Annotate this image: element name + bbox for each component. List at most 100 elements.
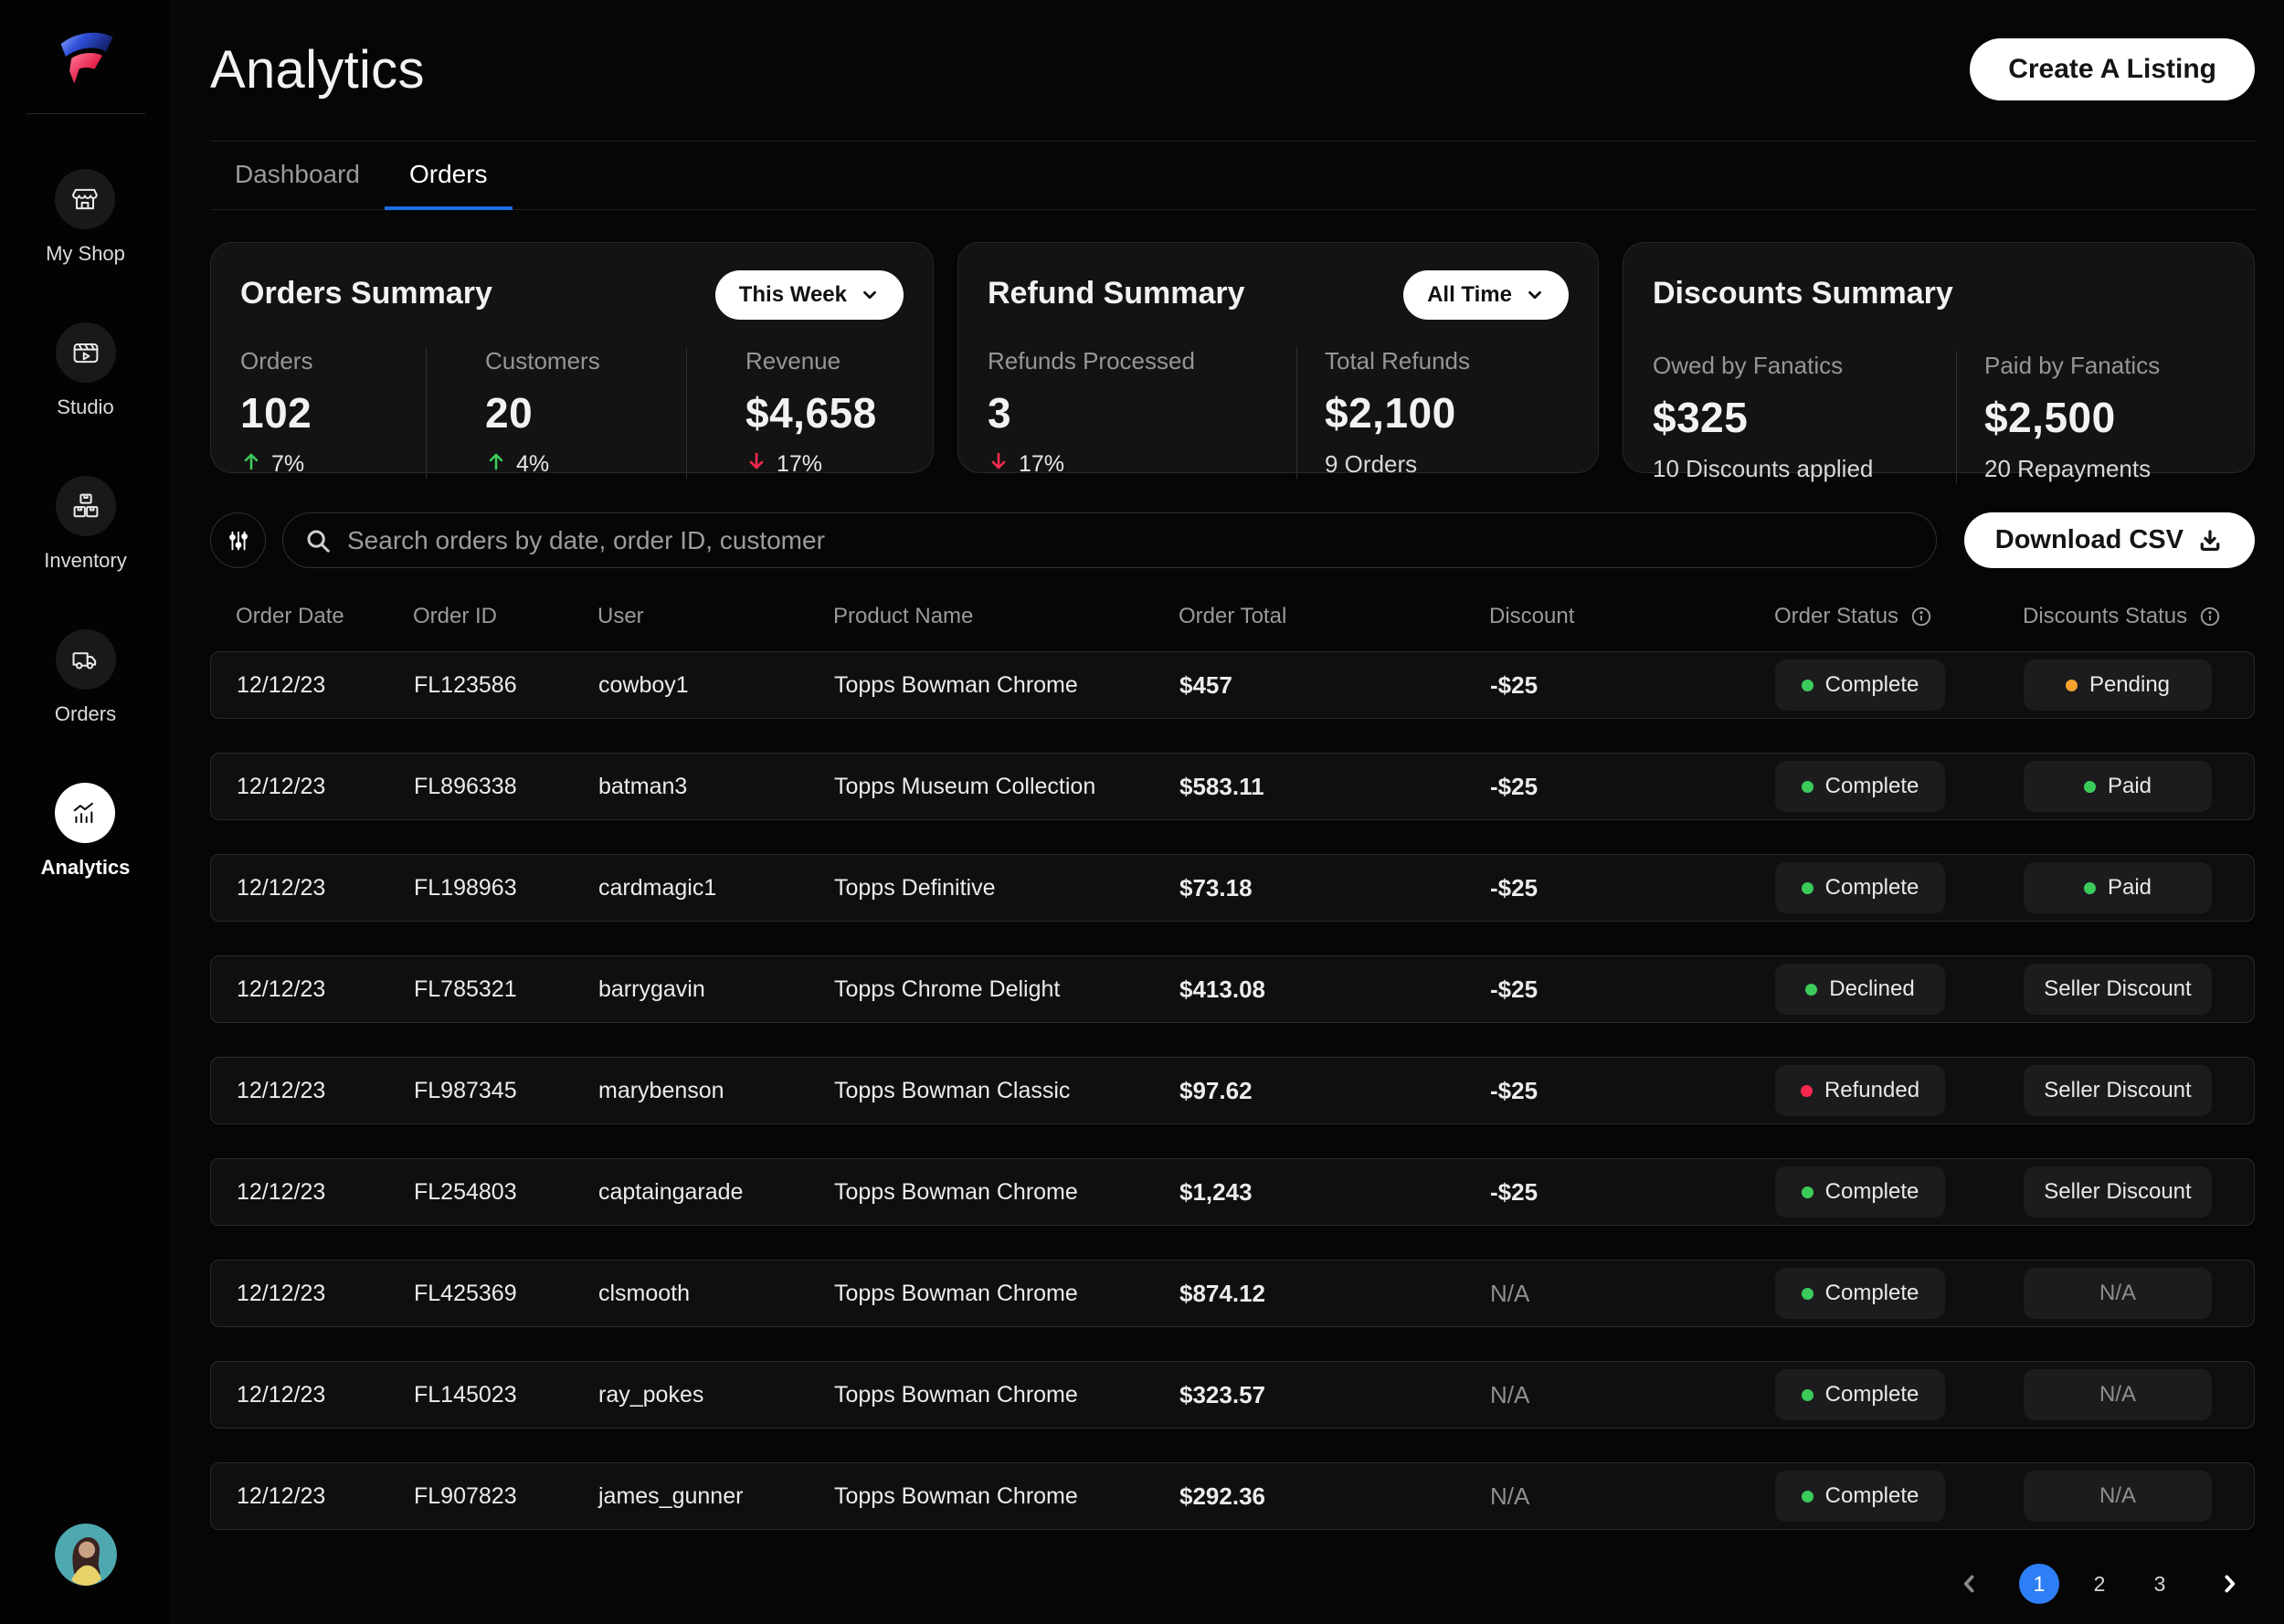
discount-status-badge: Pending	[2024, 659, 2212, 711]
cell-order-id: FL254803	[414, 1178, 517, 1205]
cell-order-date: 12/12/23	[237, 874, 326, 901]
next-page-button[interactable]	[2211, 1566, 2247, 1602]
status-dot	[1801, 1490, 1813, 1503]
cell-order-date: 12/12/23	[237, 773, 326, 799]
cell-user: captaingarade	[598, 1178, 744, 1205]
cell-product-name: Topps Chrome Delight	[834, 975, 1061, 1002]
trend-up-icon	[489, 453, 503, 470]
cell-user: batman3	[598, 773, 688, 799]
cell-order-date: 12/12/23	[237, 1280, 326, 1306]
inventory-icon	[73, 493, 98, 518]
col-order-status: Order Status	[1774, 604, 2023, 629]
table-row[interactable]: 12/12/23 FL785321 barrygavin Topps Chrome D…	[210, 955, 2255, 1023]
status-dot	[2083, 881, 2096, 894]
table-row[interactable]: 12/12/23 FL896338 batman3 Topps Museum Coll…	[210, 753, 2255, 820]
tab-orders[interactable]: Orders	[384, 142, 513, 210]
filter-button[interactable]	[210, 512, 266, 568]
sidebar-item-label: My Shop	[46, 242, 125, 265]
col-order-total: Order Total	[1179, 604, 1287, 628]
table-row[interactable]: 12/12/23 FL425369 clsmooth Topps Bowman Chr…	[210, 1260, 2255, 1327]
table-row[interactable]: 12/12/23 FL907823 james_gunner Topps Bowman…	[210, 1462, 2255, 1530]
info-icon[interactable]	[2198, 605, 2222, 628]
page-title: Analytics	[210, 39, 425, 100]
status-dot	[2065, 679, 2078, 691]
cell-discount: -$25	[1490, 772, 1539, 800]
status-dot	[1801, 881, 1813, 894]
card-title: Refund Summary	[988, 276, 1245, 311]
cell-user: marybenson	[598, 1077, 724, 1103]
status-dot	[1801, 1186, 1813, 1198]
sidebar-nav: My Shop Studio Inventory Orders Analytics	[0, 169, 171, 936]
cell-discount: -$25	[1490, 1177, 1539, 1206]
order-status-badge: Complete	[1775, 1166, 1945, 1218]
table-row[interactable]: 12/12/23 FL145023 ray_pokes Topps Bowman Ch…	[210, 1361, 2255, 1429]
cell-order-date: 12/12/23	[237, 1482, 326, 1509]
page-1-button[interactable]: 1	[2019, 1564, 2059, 1604]
page-2-button[interactable]: 2	[2079, 1564, 2120, 1604]
cell-order-date: 12/12/23	[237, 1077, 326, 1103]
table-header: Order Date Order ID User Product Name Or…	[210, 596, 2255, 638]
sidebar-item-orders[interactable]: Orders	[55, 629, 116, 726]
cell-order-date: 12/12/23	[237, 975, 326, 1002]
cell-product-name: Topps Bowman Chrome	[834, 1482, 1078, 1509]
sidebar-item-inventory[interactable]: Inventory	[44, 476, 127, 573]
metric-revenue: Revenue $4,658 17%	[686, 347, 904, 479]
discount-status-badge: Seller Discount	[2024, 964, 2212, 1015]
filter-sliders-icon	[228, 531, 248, 550]
sidebar-item-my-shop[interactable]: My Shop	[46, 169, 125, 266]
cell-order-total: $1,243	[1179, 1177, 1253, 1206]
sidebar-item-analytics[interactable]: Analytics	[41, 783, 130, 880]
create-listing-button[interactable]: Create A Listing	[1970, 38, 2255, 100]
order-status-badge: Complete	[1775, 761, 1945, 812]
order-status-badge: Complete	[1775, 1369, 1945, 1420]
period-select-all-time[interactable]: All Time	[1403, 270, 1569, 320]
cell-order-total: $323.57	[1179, 1380, 1265, 1408]
status-dot	[1801, 679, 1813, 691]
col-user: User	[597, 604, 644, 628]
order-status-badge: Refunded	[1775, 1065, 1945, 1116]
discount-status-badge: N/A	[2024, 1369, 2212, 1420]
orders-table-body: 12/12/23 FL123586 cowboy1 Topps Bowman Chro…	[210, 651, 2255, 1530]
col-order-id: Order ID	[413, 604, 498, 628]
cell-order-id: FL987345	[414, 1077, 517, 1103]
table-row[interactable]: 12/12/23 FL254803 captaingarade Topps Bowma…	[210, 1158, 2255, 1226]
download-csv-button[interactable]: Download CSV	[1963, 512, 2255, 568]
trend-up-icon	[244, 453, 259, 470]
info-icon[interactable]	[1909, 605, 1933, 628]
cell-order-total: $292.36	[1179, 1482, 1265, 1510]
tab-dashboard[interactable]: Dashboard	[235, 159, 360, 188]
cell-discount: -$25	[1490, 975, 1539, 1003]
order-status-badge: Complete	[1775, 862, 1945, 913]
sidebar-item-studio[interactable]: Studio	[55, 322, 116, 419]
cell-product-name: Topps Bowman Chrome	[834, 1280, 1078, 1306]
fanatics-logo[interactable]	[51, 27, 121, 90]
chevron-right-icon	[2225, 1575, 2236, 1593]
page-3-button[interactable]: 3	[2140, 1564, 2180, 1604]
cell-order-total: $97.62	[1179, 1076, 1253, 1104]
status-dot	[1801, 1287, 1813, 1300]
user-avatar[interactable]	[54, 1524, 117, 1586]
download-icon	[2200, 529, 2220, 551]
cell-user: cowboy1	[598, 671, 689, 698]
trend-down-icon	[991, 452, 1006, 469]
period-value: All Time	[1427, 282, 1512, 307]
col-product-name: Product Name	[833, 604, 974, 628]
truck-icon	[71, 652, 96, 670]
card-title: Orders Summary	[240, 276, 492, 311]
refund-summary-card: Refund Summary All Time Refunds Processe…	[957, 242, 1599, 479]
cell-order-date: 12/12/23	[237, 1381, 326, 1408]
chevron-down-icon	[863, 290, 876, 300]
search-input[interactable]	[282, 512, 1937, 568]
cell-order-date: 12/12/23	[237, 1178, 326, 1205]
table-row[interactable]: 12/12/23 FL123586 cowboy1 Topps Bowman Chro…	[210, 651, 2255, 719]
cell-product-name: Topps Bowman Classic	[834, 1077, 1071, 1103]
card-title: Discounts Summary	[1653, 276, 1953, 311]
metric-customers: Customers 20 4%	[426, 347, 686, 479]
cell-order-total: $413.08	[1179, 975, 1265, 1003]
table-row[interactable]: 12/12/23 FL987345 marybenson Topps Bowman C…	[210, 1057, 2255, 1124]
cell-discount: -$25	[1490, 670, 1539, 699]
table-row[interactable]: 12/12/23 FL198963 cardmagic1 Topps Definiti…	[210, 854, 2255, 922]
metric-orders: Orders 102 7%	[240, 347, 313, 477]
previous-page-button[interactable]	[1951, 1566, 1988, 1602]
period-select-this-week[interactable]: This Week	[714, 270, 904, 320]
